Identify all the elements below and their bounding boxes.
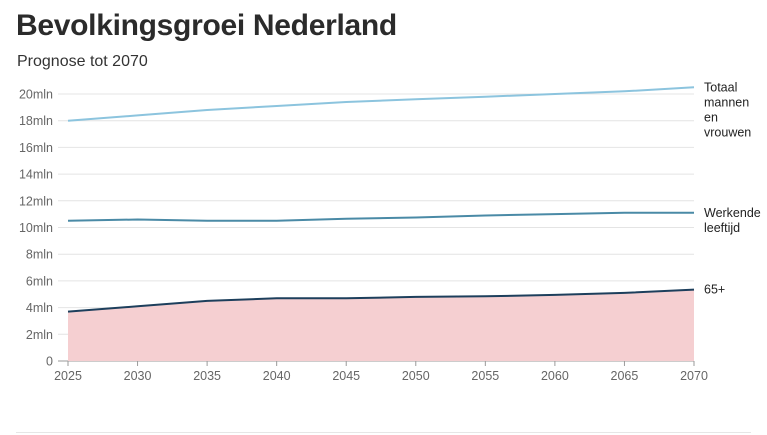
y-axis-ticks: 0 2mln 4mln 6mln 8mln 10mln 12mln 14mln 16mln 18m… [19,88,53,369]
y-tick-label: 16mln [19,141,53,155]
series-line [67,211,694,222]
y-tick-label: 12mln [19,194,53,208]
series-label: Totaal mannen en vrouwen [704,80,751,139]
x-tick-label: 2055 [471,369,499,383]
series-line [67,86,695,122]
chart-subtitle: Prognose tot 2070 [17,53,148,70]
x-tick-label: 2040 [263,369,291,383]
y-tick-label: 18mln [19,114,53,128]
series-lines [67,86,695,313]
y-tick-label: 6mln [26,274,53,288]
chart-title: Bevolkingsgroei Nederland [16,9,397,42]
y-tick-label: 2mln [26,328,53,342]
x-tick-label: 2065 [611,369,639,383]
area-fill-65plus [68,289,694,361]
x-tick-label: 2050 [402,369,430,383]
x-axis-ticks: 2025 2030 2035 2040 2045 2050 2055 2060 2065 2070 [54,361,708,383]
x-tick-label: 2035 [193,369,221,383]
x-tick-label: 2060 [541,369,569,383]
x-tick-label: 2070 [680,369,708,383]
y-tick-label: 4mln [26,301,53,315]
y-tick-label: 8mln [26,248,53,262]
y-tick-label: 10mln [19,221,53,235]
y-tick-label: 20mln [19,88,53,102]
series-line [67,288,695,313]
series-labels: Totaal mannen en vrouwen Werkende leeftijd 65+ [704,80,761,296]
x-tick-label: 2045 [332,369,360,383]
x-tick-label: 2025 [54,369,82,383]
footer-divider [16,432,751,433]
series-label: 65+ [704,283,725,297]
y-tick-label: 0 [46,355,53,369]
area-fills [68,289,694,361]
x-tick-label: 2030 [124,369,152,383]
y-tick-label: 14mln [19,168,53,182]
series-label: Werkende leeftijd [704,206,761,235]
